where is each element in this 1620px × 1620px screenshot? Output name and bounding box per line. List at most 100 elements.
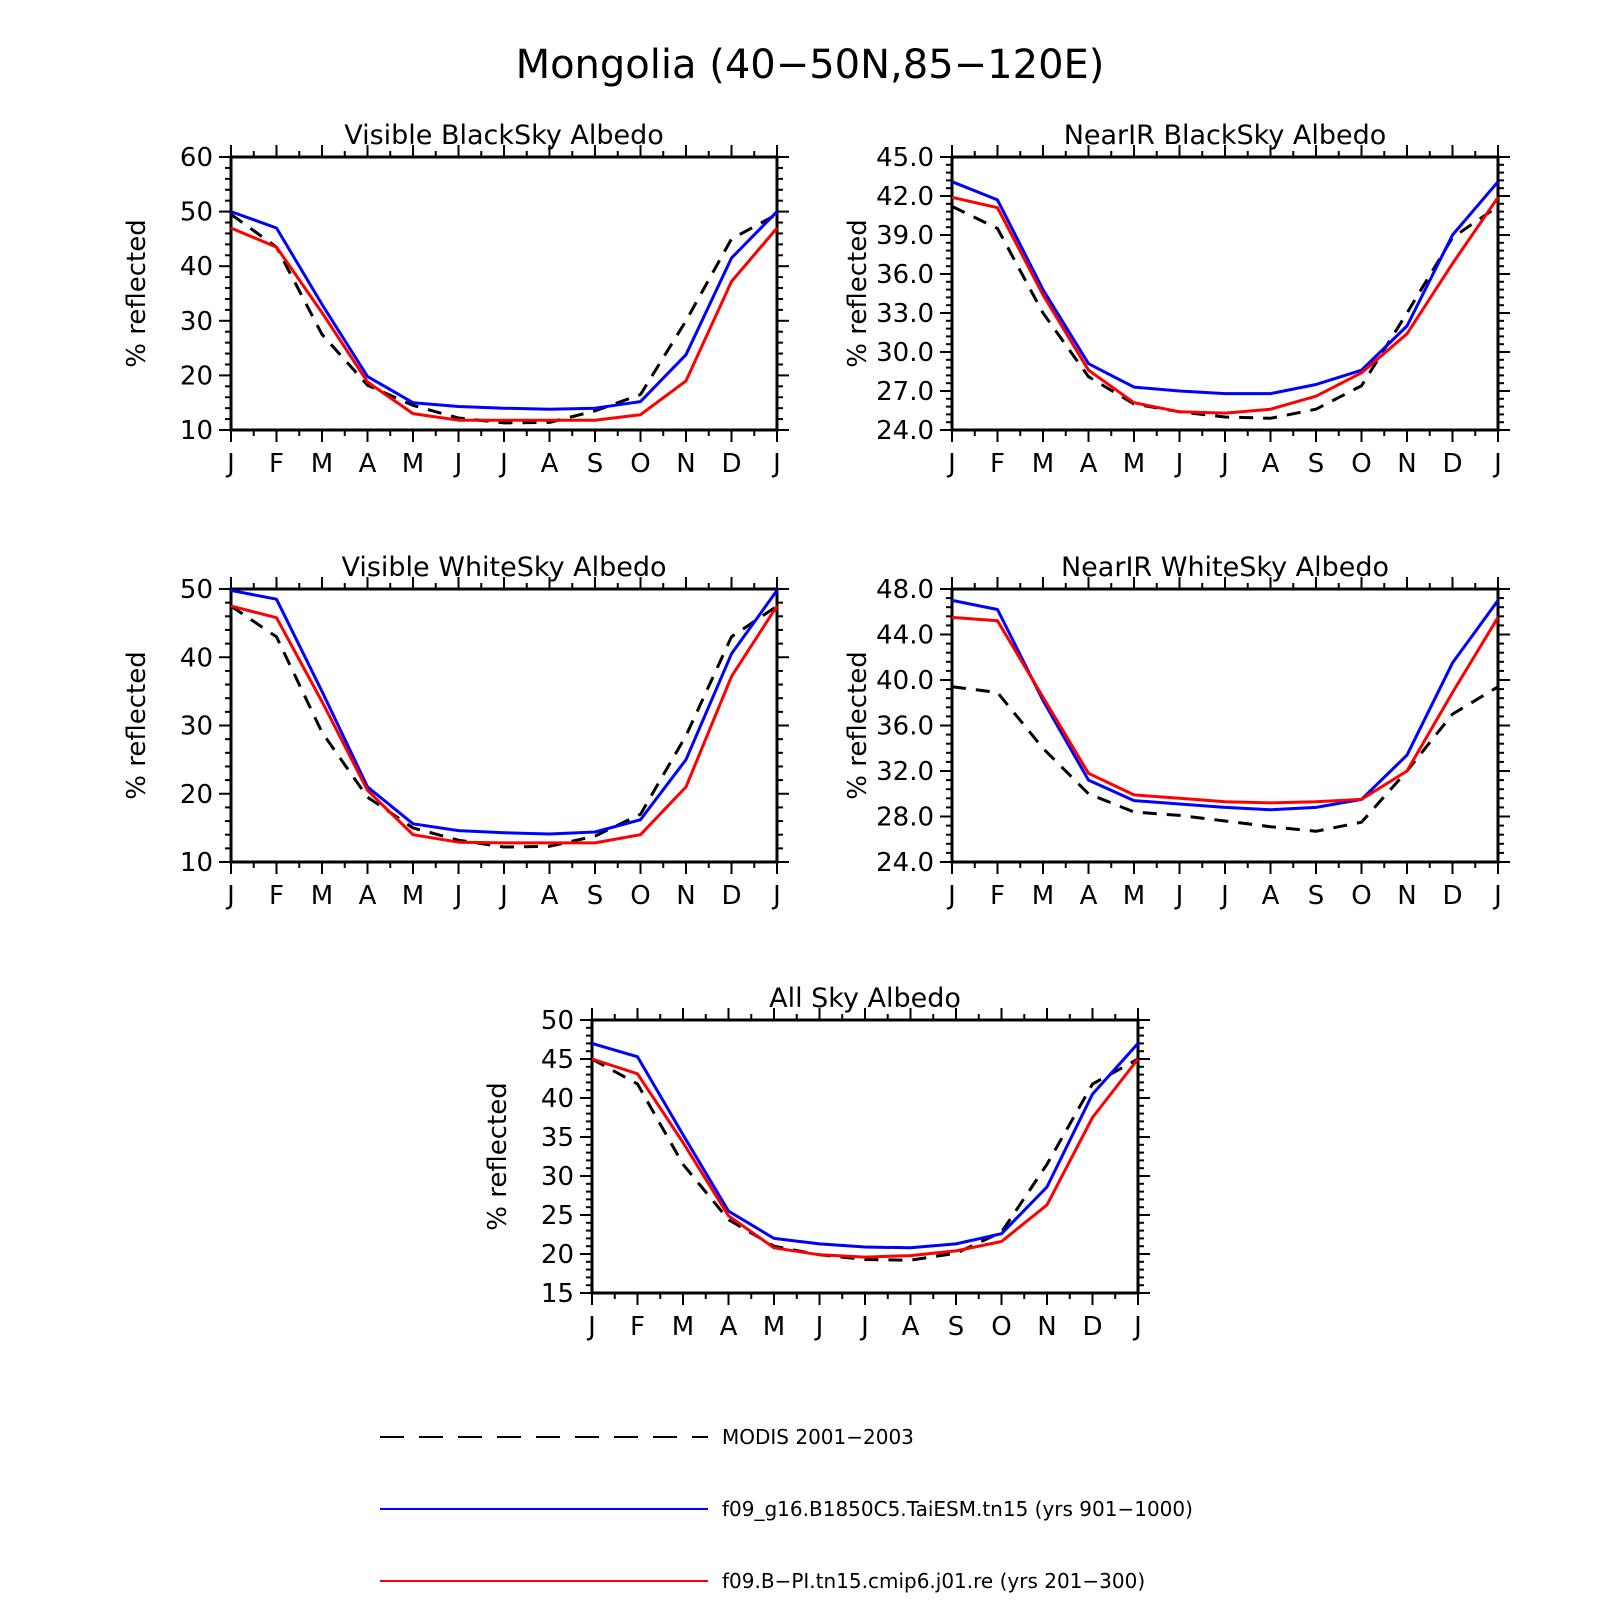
x-tick-label: J <box>1174 881 1184 911</box>
x-tick-label: J <box>453 881 463 911</box>
series-line-taiesm <box>230 210 779 411</box>
x-tick-label: A <box>1080 881 1098 911</box>
y-tick-label: 20 <box>180 361 213 391</box>
x-tick-label: N <box>1037 1312 1056 1342</box>
x-tick-label: J <box>225 881 235 911</box>
series-line-modis <box>230 212 778 425</box>
series-line-modis <box>951 205 1499 420</box>
series-line-bpi <box>951 615 1500 805</box>
x-tick-label: J <box>1492 449 1502 479</box>
plot-frame <box>229 155 779 432</box>
x-tick-label: S <box>1308 449 1325 479</box>
y-tick-label: 20 <box>180 780 213 810</box>
y-tick-label: 60 <box>180 143 213 173</box>
x-tick-label: N <box>676 881 695 911</box>
plot-frame <box>229 587 779 864</box>
figure-title: Mongolia (40−50N,85−120E) <box>516 42 1105 88</box>
x-tick-label: J <box>498 449 508 479</box>
y-axis-label: % reflected <box>122 651 152 799</box>
y-tick-label: 40 <box>180 252 213 282</box>
legend-label-modis: MODIS 2001−2003 <box>722 1425 914 1449</box>
series-line-modis <box>591 1057 1139 1262</box>
series-line-taiesm <box>591 1041 1140 1250</box>
x-tick-label: D <box>1442 881 1462 911</box>
x-tick-label: A <box>541 449 559 479</box>
series-line-bpi <box>230 604 779 845</box>
series-line-taiesm <box>951 598 1500 812</box>
series-line-taiesm <box>230 588 779 836</box>
legend-label-bpi: f09.B−PI.tn15.cmip6.j01.re (yrs 201−300) <box>722 1569 1145 1593</box>
x-tick-label: M <box>311 449 333 479</box>
y-tick-label: 36.0 <box>876 260 934 290</box>
x-tick-label: A <box>359 881 377 911</box>
x-tick-label: J <box>453 449 463 479</box>
y-tick-label: 50 <box>541 1006 574 1036</box>
x-tick-label: J <box>1219 449 1229 479</box>
y-tick-label: 50 <box>180 198 213 228</box>
x-tick-label: O <box>1351 881 1371 911</box>
x-tick-label: M <box>311 881 333 911</box>
x-tick-label: N <box>676 449 695 479</box>
x-tick-label: S <box>1308 881 1325 911</box>
y-tick-label: 30 <box>180 307 213 337</box>
x-tick-label: J <box>771 881 781 911</box>
y-tick-label: 25 <box>541 1201 574 1231</box>
x-tick-label: J <box>1132 1312 1142 1342</box>
series-line-bpi <box>591 1057 1140 1259</box>
y-tick-label: 40 <box>180 643 213 673</box>
x-tick-label: M <box>1123 881 1145 911</box>
y-tick-label: 30 <box>541 1162 574 1192</box>
x-tick-label: J <box>946 449 956 479</box>
y-tick-label: 20 <box>541 1240 574 1270</box>
y-tick-label: 45 <box>541 1045 574 1075</box>
x-tick-label: M <box>1032 881 1054 911</box>
x-tick-label: A <box>1262 449 1280 479</box>
x-tick-label: J <box>1174 449 1184 479</box>
y-tick-label: 30.0 <box>876 338 934 368</box>
x-tick-label: S <box>587 881 604 911</box>
x-tick-label: A <box>1080 449 1098 479</box>
y-tick-label: 44.0 <box>876 621 934 651</box>
x-tick-label: F <box>990 881 1005 911</box>
x-tick-label: M <box>672 1312 694 1342</box>
y-tick-label: 42.0 <box>876 182 934 212</box>
x-tick-label: J <box>225 449 235 479</box>
x-tick-label: F <box>269 881 284 911</box>
x-tick-label: S <box>948 1312 965 1342</box>
plot-frame <box>590 1018 1140 1295</box>
x-tick-label: A <box>902 1312 920 1342</box>
x-tick-label: N <box>1397 449 1416 479</box>
x-tick-label: J <box>1492 881 1502 911</box>
x-tick-label: F <box>269 449 284 479</box>
series-line-bpi <box>230 226 779 422</box>
x-tick-label: O <box>630 881 650 911</box>
x-tick-label: O <box>1351 449 1371 479</box>
x-tick-label: M <box>402 881 424 911</box>
x-tick-label: J <box>586 1312 596 1342</box>
x-tick-label: O <box>991 1312 1011 1342</box>
y-tick-label: 24.0 <box>876 416 934 446</box>
y-tick-label: 28.0 <box>876 803 934 833</box>
series-line-taiesm <box>951 180 1500 396</box>
y-tick-label: 33.0 <box>876 299 934 329</box>
x-tick-label: A <box>359 449 377 479</box>
x-tick-label: D <box>721 449 741 479</box>
x-tick-label: M <box>1123 449 1145 479</box>
x-tick-label: A <box>541 881 559 911</box>
y-axis-label: % reflected <box>122 219 152 367</box>
y-axis-label: % reflected <box>843 651 873 799</box>
x-tick-label: J <box>946 881 956 911</box>
y-tick-label: 36.0 <box>876 712 934 742</box>
y-tick-label: 40.0 <box>876 666 934 696</box>
x-tick-label: S <box>587 449 604 479</box>
y-tick-label: 15 <box>541 1279 574 1309</box>
y-tick-label: 48.0 <box>876 575 934 605</box>
y-tick-label: 27.0 <box>876 377 934 407</box>
x-tick-label: M <box>402 449 424 479</box>
